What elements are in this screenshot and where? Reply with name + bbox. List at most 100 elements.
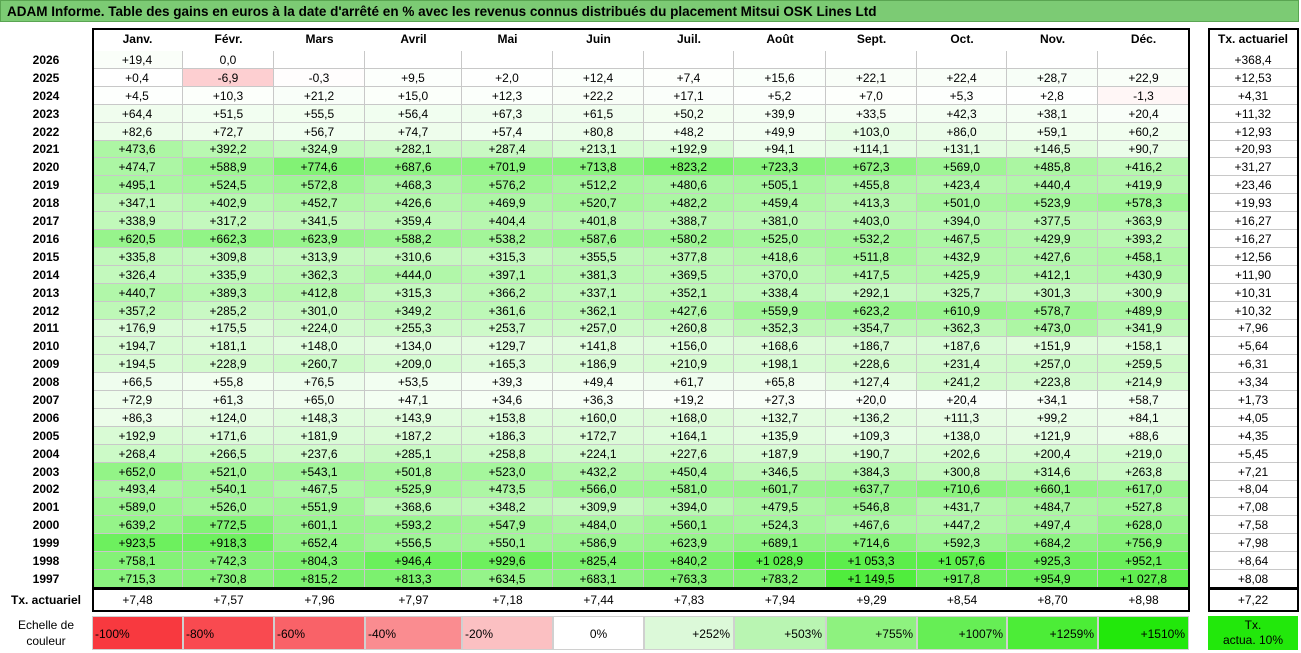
- year-label: 1997: [32, 572, 60, 586]
- value-cell: +260,8: [644, 320, 734, 337]
- value-cell: +114,1: [826, 141, 917, 158]
- value-cell: +0,4: [92, 69, 183, 87]
- rate-cell: +11,90: [1208, 266, 1298, 284]
- value-cell: +440,4: [1007, 176, 1098, 194]
- value-cell: +715,3: [92, 570, 183, 588]
- value-cell: +484,0: [553, 516, 644, 534]
- value-cell: +419,9: [1098, 176, 1189, 194]
- value-cell: +255,3: [365, 320, 462, 337]
- year-label: 2024: [32, 89, 60, 103]
- value-cell: +310,6: [365, 248, 462, 266]
- value-cell: +186,7: [826, 337, 917, 355]
- value-cell: +22,4: [917, 69, 1007, 87]
- value-cell: +76,5: [274, 373, 365, 391]
- footer-value: +7,44: [583, 593, 614, 607]
- value-cell: +652,4: [274, 534, 365, 552]
- value-cell: +444,0: [365, 266, 462, 284]
- value-cell: +763,3: [644, 570, 734, 588]
- value-cell: +82,6: [92, 123, 183, 141]
- value-cell: +341,5: [274, 212, 365, 230]
- legend-rate-line1: Tx.: [1244, 618, 1262, 632]
- value-cell: +7,4: [644, 69, 734, 87]
- value-cell: +47,1: [365, 391, 462, 409]
- rate-cell: +12,53: [1208, 69, 1298, 87]
- value-cell: +181,9: [274, 427, 365, 445]
- value-cell: +253,7: [462, 320, 553, 337]
- value-cell: +136,2: [826, 409, 917, 427]
- value-cell: +198,1: [734, 355, 826, 373]
- year-label: 2013: [32, 286, 60, 300]
- footer-value: +7,96: [304, 593, 335, 607]
- value-cell: +317,2: [183, 212, 274, 230]
- value-cell: +357,2: [92, 302, 183, 320]
- value-cell: +473,5: [462, 481, 553, 498]
- value-cell: +143,9: [365, 409, 462, 427]
- value-cell: +572,8: [274, 176, 365, 194]
- value-cell: +455,8: [826, 176, 917, 194]
- value-cell: +326,4: [92, 266, 183, 284]
- value-cell: +228,9: [183, 355, 274, 373]
- value-cell: +447,2: [917, 516, 1007, 534]
- value-cell: +148,0: [274, 337, 365, 355]
- value-cell: +946,4: [365, 552, 462, 570]
- footer-value: +7,48: [122, 593, 153, 607]
- value-cell: +610,9: [917, 302, 1007, 320]
- rate-cell: +8,08: [1208, 570, 1298, 588]
- value-cell: +148,3: [274, 409, 365, 427]
- value-cell: +194,5: [92, 355, 183, 373]
- year-label: 2010: [32, 339, 60, 353]
- value-cell: +258,8: [462, 445, 553, 463]
- value-cell: +132,7: [734, 409, 826, 427]
- value-cell: +418,6: [734, 248, 826, 266]
- value-cell: +566,0: [553, 481, 644, 498]
- value-cell: +55,8: [183, 373, 274, 391]
- value-cell: +427,6: [1007, 248, 1098, 266]
- value-cell: +532,2: [826, 230, 917, 248]
- rate-cell: +8,04: [1208, 481, 1298, 498]
- rate-cell: +7,08: [1208, 498, 1298, 516]
- value-cell: +589,0: [92, 498, 183, 516]
- month-header: Mai: [497, 32, 518, 46]
- value-cell: +301,3: [1007, 284, 1098, 302]
- value-cell: +639,2: [92, 516, 183, 534]
- legend-swatch: 0%: [553, 616, 644, 650]
- value-cell: +124,0: [183, 409, 274, 427]
- value-cell: +65,0: [274, 391, 365, 409]
- value-cell: +825,4: [553, 552, 644, 570]
- value-cell: +482,2: [644, 194, 734, 212]
- value-cell: +38,1: [1007, 105, 1098, 123]
- value-cell: +592,3: [917, 534, 1007, 552]
- value-cell: +141,8: [553, 337, 644, 355]
- rate-cell: +4,31: [1208, 87, 1298, 105]
- value-cell: +432,9: [917, 248, 1007, 266]
- value-cell: +394,0: [917, 212, 1007, 230]
- value-cell: +593,2: [365, 516, 462, 534]
- value-cell: +587,6: [553, 230, 644, 248]
- legend-swatch: +252%: [644, 616, 734, 650]
- year-label: 2011: [32, 321, 60, 335]
- value-cell: +547,9: [462, 516, 553, 534]
- value-cell: +5,3: [917, 87, 1007, 105]
- value-cell: +111,3: [917, 409, 1007, 427]
- value-cell: +7,0: [826, 87, 917, 105]
- value-cell: +134,0: [365, 337, 462, 355]
- value-cell: +580,2: [644, 230, 734, 248]
- legend-label: Echelle de couleur: [0, 616, 92, 650]
- value-cell: +187,9: [734, 445, 826, 463]
- month-header: Janv.: [122, 32, 153, 46]
- value-cell: +57,4: [462, 123, 553, 141]
- rate-cell: +7,98: [1208, 534, 1298, 552]
- value-cell: +392,2: [183, 141, 274, 158]
- value-cell: +525,9: [365, 481, 462, 498]
- footer-value: +7,94: [764, 593, 796, 607]
- value-cell: +66,5: [92, 373, 183, 391]
- value-cell: +1 027,8: [1098, 570, 1189, 588]
- value-cell: +27,3: [734, 391, 826, 409]
- value-cell: +354,7: [826, 320, 917, 337]
- value-cell: +352,3: [734, 320, 826, 337]
- month-header: Févr.: [214, 32, 243, 46]
- value-cell: +186,9: [553, 355, 644, 373]
- value-cell: +2,8: [1007, 87, 1098, 105]
- value-cell: +109,3: [826, 427, 917, 445]
- value-cell: +352,1: [644, 284, 734, 302]
